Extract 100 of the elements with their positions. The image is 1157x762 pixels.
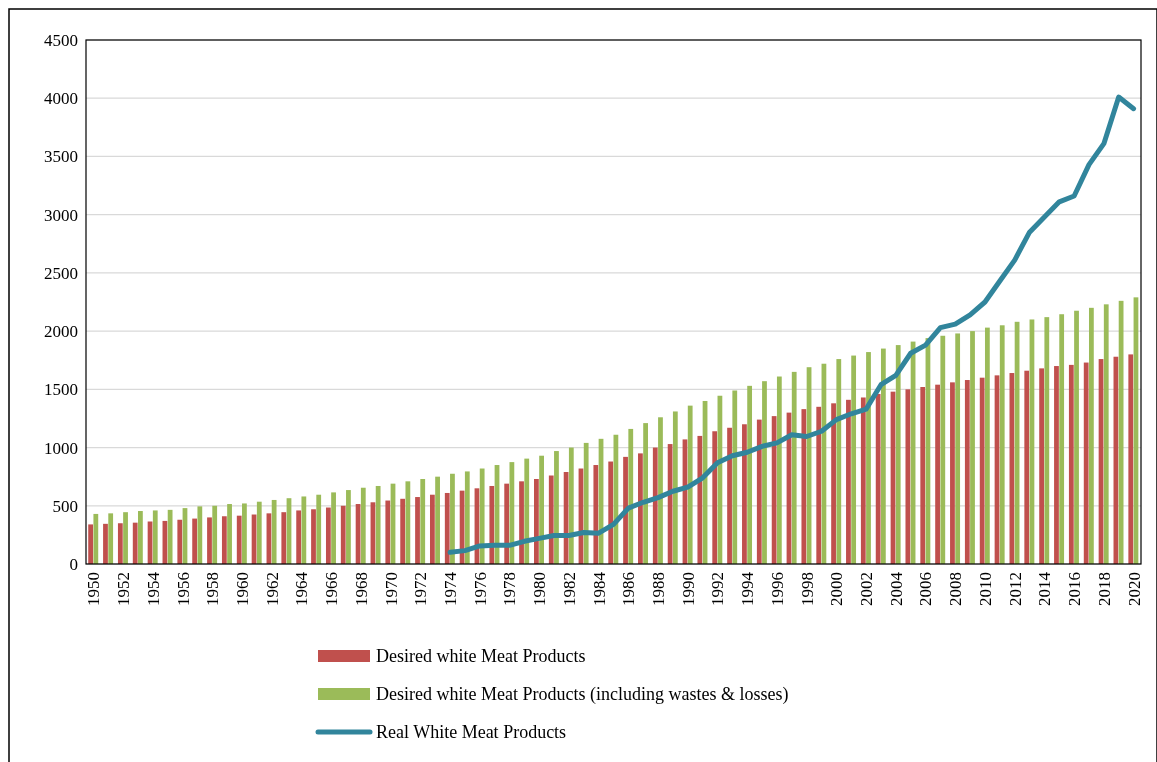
bar xyxy=(608,461,614,564)
y-tick-label: 4500 xyxy=(44,30,78,50)
legend-label: Real White Meat Products xyxy=(376,722,567,743)
bar xyxy=(301,496,307,564)
x-tick-label: 1988 xyxy=(649,572,669,606)
bar xyxy=(207,517,212,564)
x-tick-label: 1984 xyxy=(589,571,609,606)
bar xyxy=(360,487,366,564)
bar xyxy=(152,510,158,564)
bar xyxy=(801,409,807,564)
bar xyxy=(1083,362,1089,564)
y-tick-label: 500 xyxy=(52,496,78,516)
bar xyxy=(955,333,961,564)
bar xyxy=(1044,317,1050,564)
x-tick-label: 2018 xyxy=(1094,572,1114,606)
bar xyxy=(1128,354,1134,564)
x-tick-label: 1952 xyxy=(114,572,134,606)
bar xyxy=(771,416,777,564)
bar xyxy=(742,424,747,564)
bar xyxy=(984,327,990,564)
bar xyxy=(450,473,455,564)
bar xyxy=(1024,370,1030,564)
y-tick-label: 2500 xyxy=(44,263,78,283)
bar xyxy=(1088,307,1094,564)
bar xyxy=(405,481,411,564)
bar xyxy=(563,472,569,564)
x-tick-label: 1998 xyxy=(797,572,817,606)
bar xyxy=(1009,373,1015,564)
bar xyxy=(756,419,762,564)
bar xyxy=(643,423,648,564)
bar xyxy=(489,485,495,564)
bar xyxy=(444,492,450,564)
bar xyxy=(375,485,381,564)
bar xyxy=(548,475,554,564)
bar xyxy=(346,490,351,564)
bar xyxy=(831,403,836,564)
bar xyxy=(1074,310,1079,564)
bar xyxy=(583,442,589,564)
bar xyxy=(192,518,198,564)
bar xyxy=(316,494,322,564)
y-tick-label: 3500 xyxy=(44,147,78,167)
bar xyxy=(103,523,108,564)
bar xyxy=(667,444,673,564)
bar xyxy=(256,501,262,564)
bar xyxy=(385,500,391,564)
x-tick-label: 1972 xyxy=(411,572,431,606)
bar xyxy=(623,456,628,564)
y-tick-label: 1000 xyxy=(44,438,78,458)
bar xyxy=(816,406,822,564)
bar xyxy=(846,399,851,564)
bar xyxy=(895,345,901,564)
bar xyxy=(400,498,406,564)
x-tick-label: 1986 xyxy=(619,572,639,606)
bar xyxy=(712,431,718,564)
y-tick-label: 2000 xyxy=(44,322,78,342)
bar xyxy=(1059,314,1065,564)
bar xyxy=(197,506,203,564)
x-tick-label: 1980 xyxy=(530,572,550,606)
bar xyxy=(138,511,143,564)
bar xyxy=(221,516,227,564)
bar xyxy=(1068,364,1074,564)
bar xyxy=(325,507,331,564)
bar xyxy=(554,451,559,564)
bar xyxy=(652,447,658,564)
bar xyxy=(212,505,218,564)
bar xyxy=(979,377,985,564)
x-tick-label: 1954 xyxy=(143,571,163,606)
y-tick-label: 3000 xyxy=(44,205,78,225)
bar xyxy=(1039,368,1044,564)
bar xyxy=(776,376,782,564)
bar xyxy=(950,382,955,564)
bar xyxy=(132,522,138,564)
bar xyxy=(935,384,940,564)
bar xyxy=(296,510,302,564)
legend-label: Desired white Meat Products xyxy=(376,646,586,667)
x-tick-label: 2014 xyxy=(1035,571,1055,606)
bar xyxy=(1103,304,1109,564)
x-tick-label: 1974 xyxy=(441,571,460,606)
bar xyxy=(504,483,510,564)
bar xyxy=(524,458,530,564)
bar xyxy=(509,462,515,564)
bar xyxy=(177,519,183,564)
bar xyxy=(875,393,881,564)
bar xyxy=(762,381,767,564)
bar xyxy=(747,385,753,564)
bar xyxy=(920,387,926,564)
bar xyxy=(851,355,857,564)
bar xyxy=(167,509,173,564)
bar xyxy=(638,453,643,564)
x-tick-label: 1968 xyxy=(351,572,371,606)
x-tick-label: 2006 xyxy=(916,572,936,606)
x-tick-label: 1964 xyxy=(292,571,312,606)
bar xyxy=(593,465,599,564)
bar xyxy=(672,411,678,564)
bar xyxy=(791,371,797,564)
x-tick-label: 1962 xyxy=(262,572,282,606)
bar xyxy=(236,515,242,564)
bar xyxy=(281,512,287,564)
x-tick-label: 1966 xyxy=(322,572,342,606)
x-tick-label: 1970 xyxy=(381,572,401,606)
